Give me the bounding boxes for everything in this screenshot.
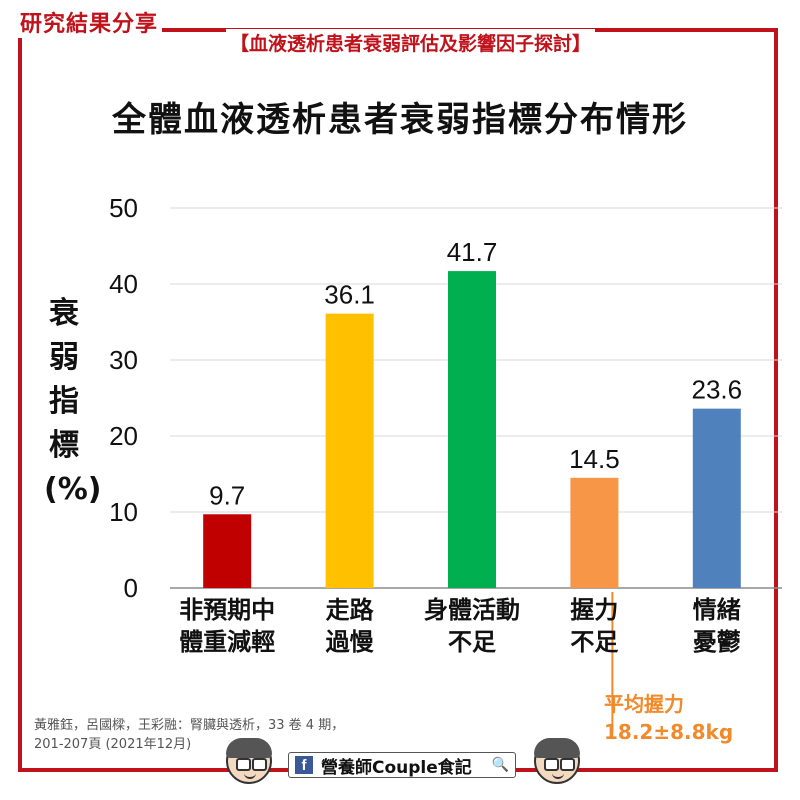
subtitle: 【血液透析患者衰弱評估及影響因子探討】: [226, 29, 596, 56]
citation-line1: 黃雅鈺，呂國樑，王彩融：腎臟與透析，33 卷 4 期，: [34, 718, 345, 733]
chart-title: 全體血液透析患者衰弱指標分布情形: [112, 100, 688, 140]
bar: [203, 514, 252, 588]
facebook-page-bar[interactable]: f 營養師Couple食記 🔍: [288, 752, 516, 778]
grip-annotation-line1: 平均握力: [604, 692, 684, 716]
y-tick-label: 30: [109, 345, 138, 375]
data-label: 23.6: [691, 375, 742, 405]
bar: [570, 477, 619, 588]
search-icon[interactable]: 🔍: [491, 757, 509, 773]
y-tick-label: 0: [124, 573, 138, 603]
grip-annotation: 平均握力 18.2±8.8kg: [604, 690, 733, 746]
x-tick-label: 握力 不足: [570, 596, 619, 656]
y-tick-label: 20: [109, 421, 138, 451]
bar: [325, 313, 374, 588]
x-tick-label: 走路 過慢: [325, 596, 374, 656]
x-tick-label: 情緒 憂鬱: [692, 596, 741, 656]
y-tick-label: 50: [109, 193, 138, 223]
facebook-icon: f: [295, 756, 313, 774]
grip-annotation-line2: 18.2±8.8kg: [604, 720, 734, 744]
avatar-right: [534, 738, 580, 784]
data-label: 36.1: [324, 280, 375, 310]
page-name: 營養師Couple食記: [321, 757, 472, 778]
bar: [692, 408, 741, 588]
y-tick-label: 10: [109, 497, 138, 527]
data-label: 41.7: [447, 237, 498, 267]
bar: [448, 271, 496, 588]
header-tag: 研究結果分享: [16, 6, 163, 38]
x-tick-label: 身體活動 不足: [424, 596, 520, 656]
y-tick-label: 40: [109, 269, 138, 299]
citation-line2: 201-207頁 (2021年12月): [34, 737, 192, 752]
data-label: 9.7: [209, 480, 245, 510]
avatar-left: [226, 738, 272, 784]
x-tick-label: 非預期中 體重減輕: [179, 596, 276, 656]
data-label: 14.5: [569, 444, 620, 474]
citation: 黃雅鈺，呂國樑，王彩融：腎臟與透析，33 卷 4 期， 201-207頁 (20…: [34, 716, 344, 754]
